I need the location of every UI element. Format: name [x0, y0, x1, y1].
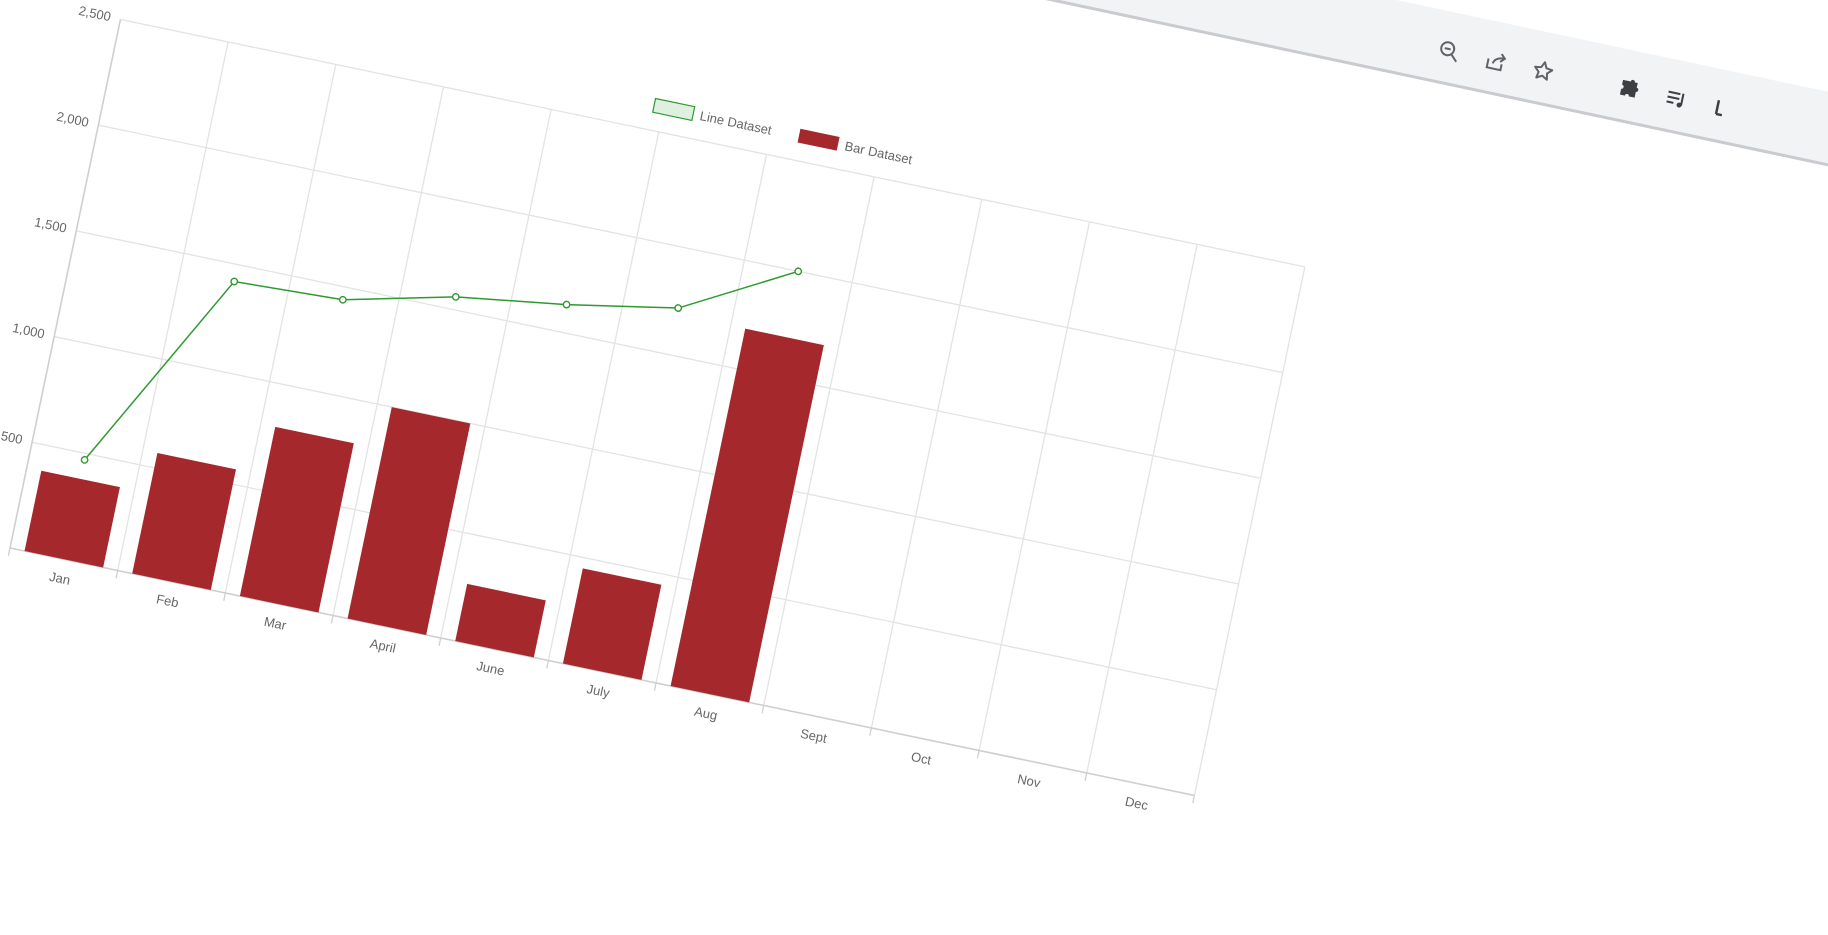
line-point — [562, 300, 571, 309]
x-tick-mark — [869, 727, 873, 736]
line-point — [230, 277, 239, 286]
x-gridline — [1086, 244, 1198, 774]
line-point — [674, 304, 683, 312]
x-gridline — [655, 154, 768, 684]
x-gridline — [117, 41, 229, 571]
bookmark-star-icon[interactable] — [1529, 57, 1557, 85]
line-point — [794, 267, 803, 276]
x-tick-mark — [1192, 795, 1196, 804]
bar-series — [24, 328, 824, 703]
x-tick-label: Feb — [155, 591, 180, 610]
legend-label-bar: Bar Dataset — [843, 138, 914, 167]
bar — [132, 453, 236, 590]
extensions-icon[interactable] — [1615, 75, 1643, 103]
x-tick-label: Dec — [1124, 794, 1150, 814]
x-gridline — [224, 64, 337, 594]
y-tick-label: 1,500 — [33, 214, 68, 235]
x-tick-label: Oct — [910, 749, 933, 768]
x-tick-mark — [761, 705, 765, 714]
axes — [7, 19, 1196, 804]
y-gridline — [54, 335, 1239, 585]
y-gridline — [76, 230, 1261, 479]
bar — [455, 583, 546, 658]
x-gridline — [870, 199, 983, 729]
x-tick-label: June — [475, 658, 506, 678]
bar — [670, 328, 824, 703]
media-queue-icon[interactable] — [1662, 85, 1690, 113]
x-tick-mark — [1084, 772, 1088, 781]
zoom-out-icon[interactable] — [1435, 37, 1463, 65]
x-tick-mark — [976, 750, 980, 759]
y-tick-label: 500 — [0, 428, 24, 447]
y-tick-label: 2,500 — [77, 3, 112, 24]
gridlines — [31, 18, 1306, 796]
x-tick-label: Mar — [263, 614, 289, 633]
x-tick-label: July — [585, 681, 611, 701]
line-point — [451, 292, 460, 301]
x-tick-mark — [115, 570, 119, 579]
x-gridline — [978, 221, 1091, 751]
x-tick-label: Jan — [48, 569, 72, 588]
toolbar-icons — [1433, 29, 1739, 131]
y-gridline — [120, 18, 1305, 268]
bar — [562, 568, 662, 680]
chart-plot-group: 500 1,000 1,500 2,000 2,500 Jan Feb Mar April Jun… — [0, 3, 1306, 814]
y-tick-label: 1,000 — [11, 320, 46, 341]
bar — [239, 426, 354, 613]
browser-toolbar — [550, 0, 1828, 207]
bar — [24, 470, 120, 568]
x-tick-mark — [7, 547, 11, 556]
x-gridline — [332, 86, 445, 616]
x-tick-mark — [330, 615, 334, 624]
legend-swatch-bar — [797, 128, 840, 151]
y-tick-label: 2,000 — [55, 109, 90, 130]
x-tick-mark — [223, 592, 226, 601]
line-series — [80, 267, 803, 464]
bar — [347, 407, 471, 635]
y-gridline — [98, 124, 1283, 374]
share-icon[interactable] — [1482, 47, 1510, 75]
legend-label-line: Line Dataset — [698, 108, 773, 138]
tick-labels: 500 1,000 1,500 2,000 2,500 Jan Feb Mar April Jun… — [0, 3, 1150, 814]
x-tick-mark — [438, 637, 442, 646]
legend-swatch-line — [651, 97, 696, 122]
menu-overflow-icon[interactable] — [1709, 95, 1737, 123]
x-tick-label: Aug — [693, 704, 719, 723]
x-tick-label: Sept — [799, 726, 829, 746]
legend: Line Dataset Bar Dataset — [651, 97, 914, 167]
line-point — [80, 455, 89, 464]
x-tick-mark — [653, 682, 657, 691]
x-gridline — [1193, 266, 1306, 796]
y-axis-line — [9, 19, 122, 549]
x-tick-label: April — [369, 636, 398, 656]
line-point — [338, 295, 347, 304]
x-gridline — [440, 109, 552, 639]
x-gridline — [547, 131, 660, 661]
x-tick-label: Nov — [1016, 771, 1042, 791]
x-tick-mark — [546, 660, 550, 669]
x-gridline — [763, 176, 875, 706]
